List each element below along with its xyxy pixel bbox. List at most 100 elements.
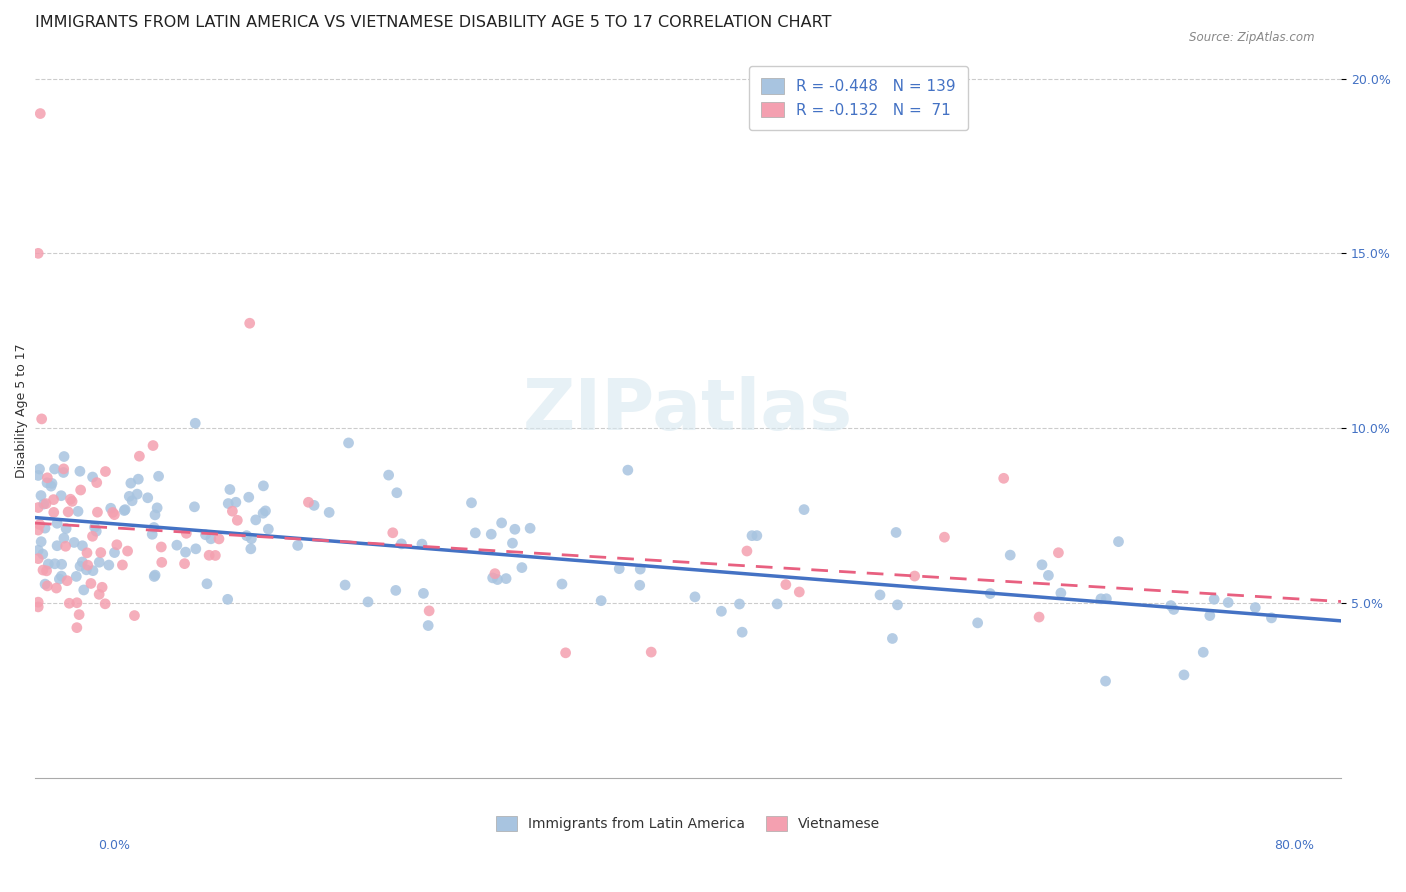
Point xyxy=(551,577,574,591)
Point xyxy=(72,555,94,569)
Point xyxy=(103,508,125,522)
Point xyxy=(143,520,166,534)
Point xyxy=(27,523,49,537)
Point xyxy=(884,525,907,540)
Point xyxy=(44,557,66,571)
Point xyxy=(775,577,797,591)
Text: 80.0%: 80.0% xyxy=(1275,839,1315,852)
Point xyxy=(886,598,908,612)
Point xyxy=(30,534,52,549)
Text: IMMIGRANTS FROM LATIN AMERICA VS VIETNAMESE DISABILITY AGE 5 TO 17 CORRELATION C: IMMIGRANTS FROM LATIN AMERICA VS VIETNAM… xyxy=(35,15,831,30)
Point xyxy=(94,465,117,479)
Point xyxy=(63,535,86,549)
Point xyxy=(27,543,49,558)
Point xyxy=(1163,602,1185,616)
Point xyxy=(240,532,263,546)
Point xyxy=(45,581,67,595)
Point xyxy=(28,517,51,532)
Point xyxy=(48,572,70,586)
Point xyxy=(55,539,77,553)
Point xyxy=(176,526,198,541)
Point xyxy=(72,539,94,553)
Point xyxy=(1160,599,1182,613)
Point xyxy=(381,525,404,540)
Point xyxy=(52,466,75,480)
Point xyxy=(1050,586,1073,600)
Point xyxy=(127,472,149,486)
Point xyxy=(89,587,111,601)
Point xyxy=(333,578,356,592)
Point xyxy=(184,417,207,431)
Point xyxy=(617,463,640,477)
Point xyxy=(56,574,79,588)
Point xyxy=(254,504,277,518)
Point xyxy=(52,462,75,476)
Point xyxy=(194,528,217,542)
Point xyxy=(735,544,758,558)
Point xyxy=(1028,610,1050,624)
Point xyxy=(728,597,751,611)
Point xyxy=(59,492,82,507)
Point xyxy=(27,595,49,609)
Point xyxy=(1173,668,1195,682)
Point xyxy=(377,468,399,483)
Point xyxy=(226,513,249,527)
Point xyxy=(31,547,53,561)
Point xyxy=(1031,558,1053,572)
Point xyxy=(683,590,706,604)
Point xyxy=(27,599,49,614)
Point xyxy=(105,538,128,552)
Point xyxy=(58,596,80,610)
Point xyxy=(27,468,49,483)
Point xyxy=(83,520,105,534)
Point xyxy=(503,522,526,536)
Point xyxy=(1192,645,1215,659)
Point xyxy=(741,529,763,543)
Point xyxy=(238,490,260,504)
Point xyxy=(337,436,360,450)
Point xyxy=(142,438,165,452)
Point xyxy=(198,549,221,563)
Point xyxy=(30,106,52,120)
Point xyxy=(27,500,49,515)
Point xyxy=(150,540,173,554)
Point xyxy=(35,475,58,490)
Point xyxy=(195,576,218,591)
Point xyxy=(53,450,76,464)
Point xyxy=(51,569,73,583)
Point xyxy=(640,645,662,659)
Point xyxy=(80,576,103,591)
Point xyxy=(357,595,380,609)
Point xyxy=(174,545,197,559)
Point xyxy=(128,449,150,463)
Point xyxy=(51,558,73,572)
Point xyxy=(127,487,149,501)
Point xyxy=(501,536,523,550)
Point xyxy=(124,608,146,623)
Point xyxy=(100,501,122,516)
Point xyxy=(148,469,170,483)
Text: 0.0%: 0.0% xyxy=(98,839,131,852)
Point xyxy=(302,499,325,513)
Point xyxy=(239,316,262,330)
Point xyxy=(491,516,513,530)
Point xyxy=(112,503,135,517)
Point xyxy=(111,558,134,572)
Point xyxy=(143,508,166,522)
Point xyxy=(35,497,58,511)
Point xyxy=(1204,592,1226,607)
Point xyxy=(495,572,517,586)
Point xyxy=(44,462,66,476)
Point xyxy=(252,479,274,493)
Point xyxy=(97,558,120,572)
Point xyxy=(166,538,188,552)
Point xyxy=(67,607,90,622)
Point xyxy=(118,489,141,503)
Point xyxy=(42,505,65,519)
Y-axis label: Disability Age 5 to 17: Disability Age 5 to 17 xyxy=(15,343,28,478)
Point xyxy=(418,618,440,632)
Point xyxy=(252,506,274,520)
Point xyxy=(30,489,52,503)
Point xyxy=(82,564,104,578)
Point xyxy=(221,504,243,518)
